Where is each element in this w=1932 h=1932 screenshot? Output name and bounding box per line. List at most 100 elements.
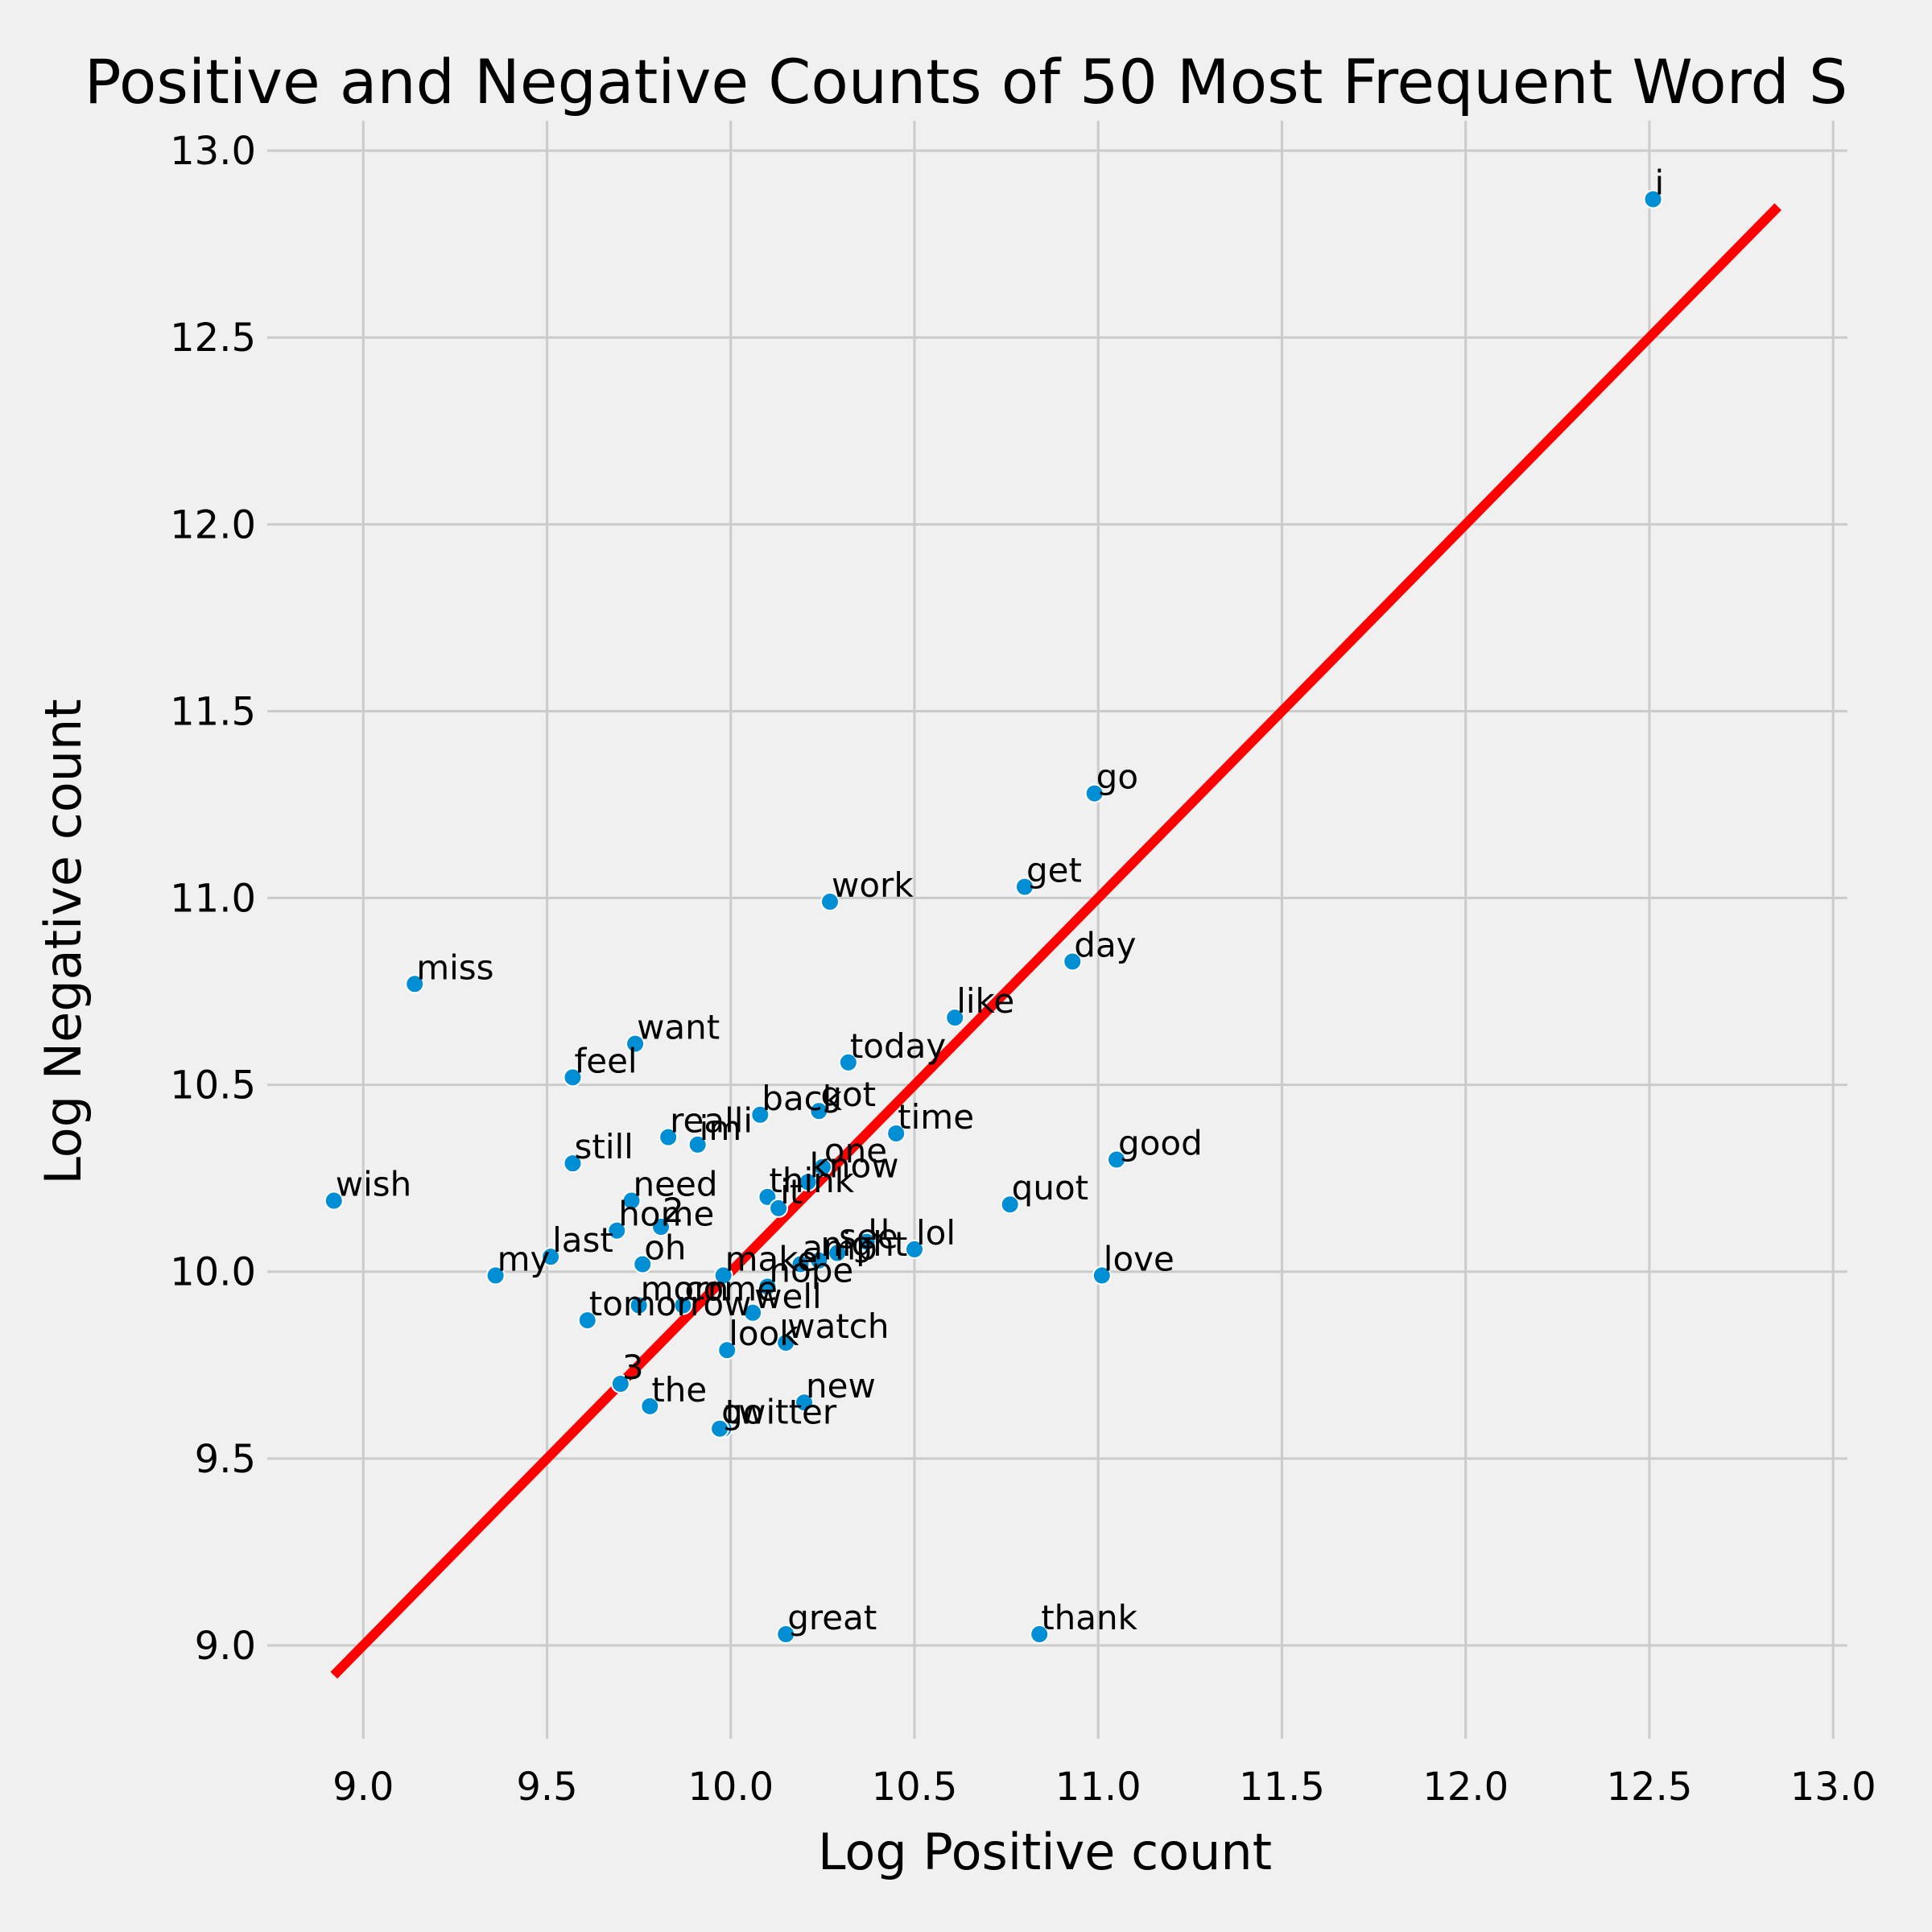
point-label-44: new	[806, 1366, 876, 1406]
x-tick-label-0: 9.0	[332, 1765, 394, 1810]
tick-labels-layer: 9.0 9.5 10.0 10.5 11.0 11.5 12.0 12.5 13.0 9.0 9.5…	[170, 129, 1876, 1810]
point-39	[743, 1302, 763, 1323]
point-36	[758, 1277, 778, 1297]
point-label-17: one	[824, 1131, 887, 1170]
point-label-8: today	[850, 1026, 946, 1066]
grid-layer	[267, 121, 1847, 1739]
point-label-46: twitter	[725, 1393, 837, 1432]
point-label-10: back	[762, 1079, 842, 1118]
point-label-23: it	[780, 1172, 803, 1212]
point-13	[658, 1127, 679, 1147]
point-label-34: my	[497, 1239, 551, 1278]
point-label-24: 2	[663, 1191, 684, 1230]
point-label-41: watch	[787, 1307, 889, 1346]
point-37	[629, 1295, 649, 1315]
point-label-21: need	[634, 1165, 718, 1204]
point-32	[809, 1250, 829, 1270]
point-label-0: i	[1655, 163, 1665, 202]
point-label-32: night	[820, 1224, 907, 1264]
x-axis-title: Log Positive count	[818, 1823, 1272, 1881]
y-tick-label-3: 10.5	[170, 1063, 256, 1108]
point-label-36: hope	[769, 1250, 853, 1290]
point-29	[541, 1247, 561, 1267]
point-10	[750, 1104, 770, 1125]
point-17	[812, 1157, 832, 1177]
point-43	[610, 1374, 630, 1394]
point-27	[828, 1243, 848, 1263]
point-label-33: make	[725, 1239, 818, 1278]
reference-line	[330, 203, 1781, 1679]
point-28	[905, 1239, 924, 1259]
x-tick-label-1: 9.5	[516, 1765, 577, 1810]
point-25	[607, 1220, 627, 1241]
y-tick-label-5: 11.5	[170, 689, 256, 734]
point-label-48: great	[787, 1598, 877, 1637]
point-3	[820, 892, 840, 912]
point-6	[945, 1008, 965, 1028]
chart-title: Positive and Negative Counts of 50 Most …	[85, 46, 1847, 118]
point-22	[1000, 1195, 1020, 1215]
point-5	[405, 974, 425, 994]
point-7	[625, 1034, 646, 1054]
point-41	[776, 1332, 796, 1352]
point-label-11: got	[820, 1075, 876, 1114]
point-label-30: oh	[644, 1228, 686, 1267]
y-tick-label-6: 12.0	[170, 502, 256, 547]
point-label-12: time	[898, 1097, 974, 1137]
point-33	[713, 1265, 733, 1286]
point-48	[776, 1624, 796, 1645]
x-tick-label-7: 12.5	[1607, 1765, 1693, 1810]
x-tick-label-8: 13.0	[1790, 1765, 1876, 1810]
point-label-5: miss	[416, 947, 493, 987]
x-tick-label-3: 10.5	[872, 1765, 958, 1810]
x-tick-label-4: 11.0	[1055, 1765, 1141, 1810]
point-label-37: morn	[641, 1269, 729, 1309]
points-layer	[324, 189, 1663, 1645]
point-42	[717, 1340, 737, 1360]
y-tick-label-4: 11.0	[170, 877, 256, 922]
point-label-47: go	[721, 1393, 763, 1432]
point-9	[563, 1067, 583, 1088]
point-18	[798, 1172, 818, 1192]
point-label-31: amp	[802, 1228, 877, 1267]
point-23	[769, 1198, 789, 1218]
point-label-35: love	[1104, 1239, 1174, 1278]
x-tick-label-2: 10.0	[687, 1765, 774, 1810]
point-label-16: still	[574, 1127, 633, 1166]
point-label-13: realli	[670, 1101, 753, 1141]
point-label-2: get	[1026, 851, 1082, 890]
y-tick-label-8: 13.0	[170, 129, 256, 174]
point-8	[838, 1052, 858, 1072]
point-34	[485, 1265, 506, 1286]
point-0	[1643, 189, 1663, 209]
point-2	[1014, 877, 1034, 897]
point-label-27: see	[839, 1217, 898, 1257]
point-label-19: think	[769, 1161, 854, 1200]
point-label-43: 3	[622, 1348, 644, 1387]
point-label-29: last	[552, 1220, 613, 1260]
point-label-42: look	[729, 1314, 799, 1353]
point-24	[651, 1217, 671, 1237]
point-35	[1092, 1265, 1112, 1286]
y-tick-label-0: 9.0	[195, 1624, 256, 1669]
point-21	[621, 1191, 642, 1211]
point-label-9: feel	[574, 1041, 637, 1080]
point-label-20: wish	[336, 1165, 412, 1204]
point-38	[673, 1295, 693, 1315]
point-label-40: tomorrow	[589, 1284, 752, 1323]
point-31	[791, 1254, 811, 1274]
point-label-38: come	[684, 1269, 778, 1309]
x-tick-label-5: 11.5	[1239, 1765, 1325, 1810]
point-label-45: the	[651, 1370, 707, 1410]
y-tick-label-1: 9.5	[195, 1437, 256, 1482]
point-30	[633, 1254, 653, 1274]
point-12	[886, 1123, 906, 1143]
x-tick-label-6: 12.0	[1422, 1765, 1509, 1810]
point-label-49: thank	[1041, 1598, 1137, 1637]
point-label-3: work	[832, 865, 914, 905]
point-label-26: u	[869, 1206, 890, 1245]
point-label-6: like	[956, 981, 1014, 1021]
